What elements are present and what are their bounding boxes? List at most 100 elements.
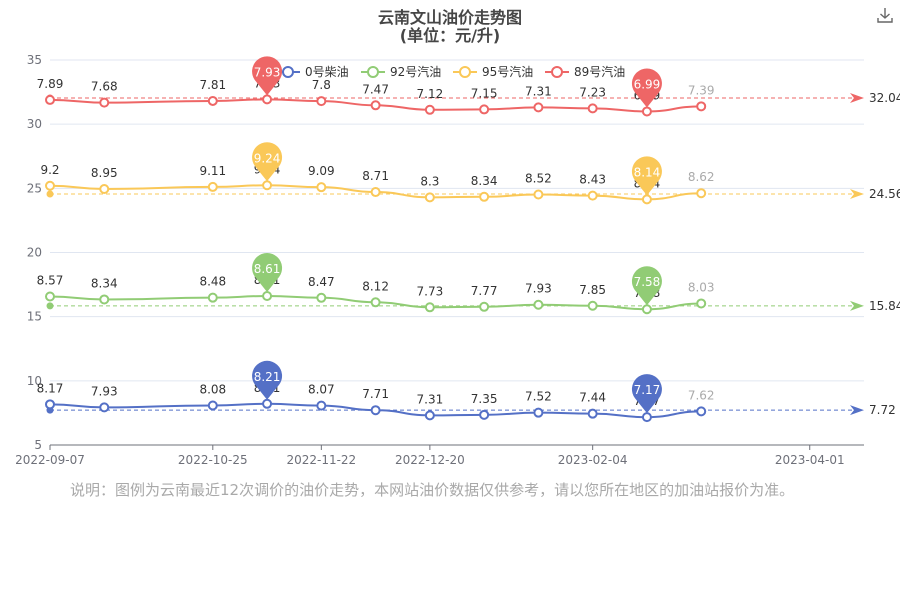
data-label: 8.48 bbox=[199, 275, 226, 289]
data-point bbox=[533, 407, 544, 418]
data-label: 8.52 bbox=[525, 171, 552, 185]
max-marker-pin bbox=[252, 253, 283, 293]
data-point bbox=[641, 412, 652, 423]
data-point bbox=[45, 180, 55, 191]
data-label: 7.71 bbox=[362, 387, 389, 401]
data-point bbox=[207, 400, 218, 411]
data-label: 8.07 bbox=[308, 383, 335, 397]
data-point bbox=[207, 181, 218, 192]
data-point bbox=[207, 95, 218, 106]
data-label: 8.95 bbox=[91, 166, 118, 180]
legend-marker bbox=[551, 66, 563, 78]
download-icon[interactable] bbox=[876, 6, 894, 24]
legend-marker bbox=[459, 66, 471, 78]
legend-label: 92号汽油 bbox=[390, 64, 441, 79]
max-marker-pin bbox=[252, 142, 283, 182]
data-point bbox=[533, 299, 544, 310]
data-point bbox=[262, 291, 273, 302]
data-label: 7.23 bbox=[579, 85, 606, 99]
data-label: 7.44 bbox=[579, 391, 606, 405]
x-tick-label: 2022-10-25 bbox=[178, 453, 248, 467]
data-label: 8.57 bbox=[37, 274, 64, 288]
legend-label: 0号柴油 bbox=[305, 65, 349, 79]
data-label: 7.89 bbox=[37, 77, 64, 91]
data-label: 7.52 bbox=[525, 390, 552, 404]
chart-title: 云南文山油价走势图 bbox=[377, 8, 522, 27]
data-label: 8.12 bbox=[362, 279, 389, 293]
data-point bbox=[262, 398, 273, 409]
data-point bbox=[316, 182, 327, 193]
average-label: 32.04 bbox=[869, 91, 900, 105]
min-marker-pin bbox=[631, 68, 662, 108]
data-label: 8.34 bbox=[471, 174, 498, 188]
data-point bbox=[370, 297, 381, 308]
data-point bbox=[587, 103, 598, 114]
data-label: 7.15 bbox=[471, 86, 498, 100]
x-tick-label: 2022-09-07 bbox=[15, 453, 85, 467]
data-point bbox=[696, 101, 707, 112]
data-point bbox=[641, 304, 652, 315]
legend-marker bbox=[282, 66, 294, 78]
max-marker-pin bbox=[252, 56, 283, 96]
max-marker-label: 9.24 bbox=[254, 151, 281, 165]
data-label: 8.34 bbox=[91, 276, 118, 290]
y-tick-label: 15 bbox=[27, 310, 42, 324]
min-marker-label: 6.99 bbox=[634, 77, 661, 91]
data-label: 7.77 bbox=[471, 284, 498, 298]
data-point bbox=[45, 291, 55, 302]
x-tick-label: 2023-02-04 bbox=[558, 453, 628, 467]
data-label: 7.8 bbox=[312, 78, 331, 92]
y-tick-label: 30 bbox=[27, 117, 42, 131]
data-label: 8.71 bbox=[362, 169, 389, 183]
y-tick-label: 35 bbox=[27, 53, 42, 67]
data-point bbox=[316, 292, 327, 303]
data-label: 7.35 bbox=[471, 392, 498, 406]
data-point bbox=[370, 187, 381, 198]
data-point bbox=[99, 183, 110, 194]
legend-marker bbox=[367, 66, 379, 78]
max-marker-pin bbox=[252, 360, 283, 400]
data-point bbox=[533, 102, 544, 113]
data-point bbox=[424, 104, 435, 115]
data-label: 8.62 bbox=[688, 170, 715, 184]
y-tick-label: 25 bbox=[27, 181, 42, 195]
x-tick-label: 2022-12-20 bbox=[395, 453, 465, 467]
data-label: 8.47 bbox=[308, 275, 335, 289]
data-point bbox=[45, 399, 55, 410]
data-point bbox=[316, 96, 327, 107]
data-point bbox=[696, 406, 707, 417]
max-marker-label: 8.21 bbox=[254, 370, 281, 384]
y-tick-label: 5 bbox=[34, 438, 42, 452]
min-marker-label: 8.14 bbox=[634, 165, 661, 179]
chart-subtitle: (单位：元/升) bbox=[399, 26, 501, 45]
data-label: 7.12 bbox=[417, 87, 444, 101]
average-arrow bbox=[850, 188, 864, 199]
legend-label: 95号汽油 bbox=[482, 64, 533, 79]
max-marker-label: 7.93 bbox=[254, 65, 281, 79]
data-label: 9.11 bbox=[199, 164, 226, 178]
data-point bbox=[262, 180, 273, 191]
data-point bbox=[45, 94, 55, 105]
data-label: 7.85 bbox=[579, 283, 606, 297]
data-label: 7.93 bbox=[91, 384, 118, 398]
data-label: 8.08 bbox=[199, 382, 226, 396]
min-marker-pin bbox=[631, 266, 662, 306]
data-point bbox=[587, 408, 598, 419]
data-label: 7.93 bbox=[525, 282, 552, 296]
data-label: 9.2 bbox=[40, 163, 59, 177]
data-point bbox=[424, 192, 435, 203]
data-label: 8.03 bbox=[688, 280, 715, 294]
data-point bbox=[99, 402, 110, 413]
average-arrow bbox=[850, 300, 864, 311]
data-label: 7.31 bbox=[417, 392, 444, 406]
data-point bbox=[99, 97, 110, 108]
average-label: 24.56 bbox=[869, 187, 900, 201]
data-point bbox=[207, 292, 218, 303]
data-label: 7.31 bbox=[525, 84, 552, 98]
average-label: 7.72 bbox=[869, 403, 896, 417]
data-point bbox=[587, 300, 598, 311]
data-point bbox=[370, 405, 381, 416]
max-marker-label: 8.61 bbox=[254, 262, 281, 276]
data-point bbox=[533, 189, 544, 200]
data-point bbox=[424, 410, 435, 421]
